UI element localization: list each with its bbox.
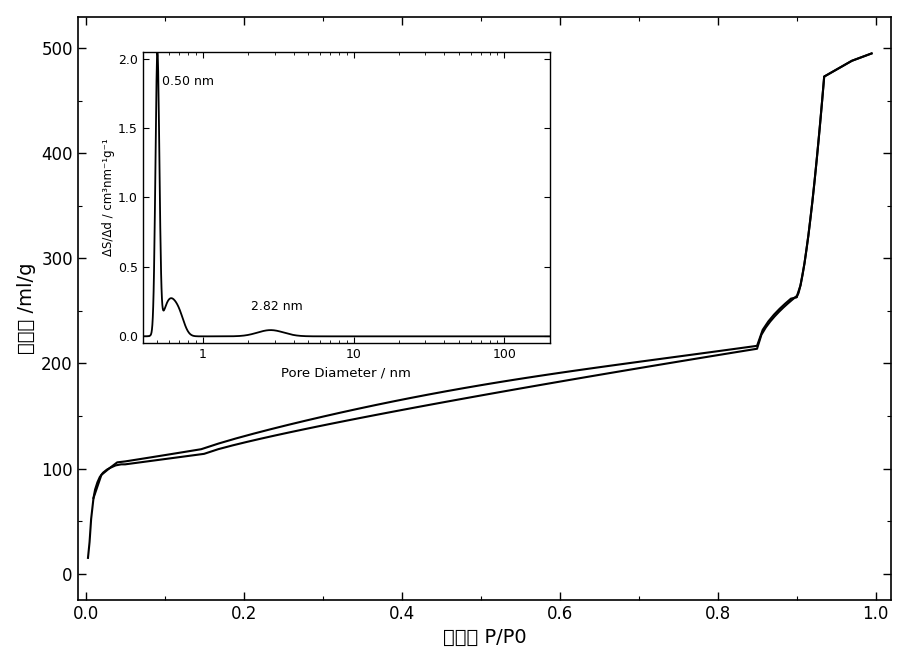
X-axis label: 分压点 P/P0: 分压点 P/P0 xyxy=(443,628,527,647)
Y-axis label: 吸附量 /ml/g: 吸附量 /ml/g xyxy=(16,262,35,354)
